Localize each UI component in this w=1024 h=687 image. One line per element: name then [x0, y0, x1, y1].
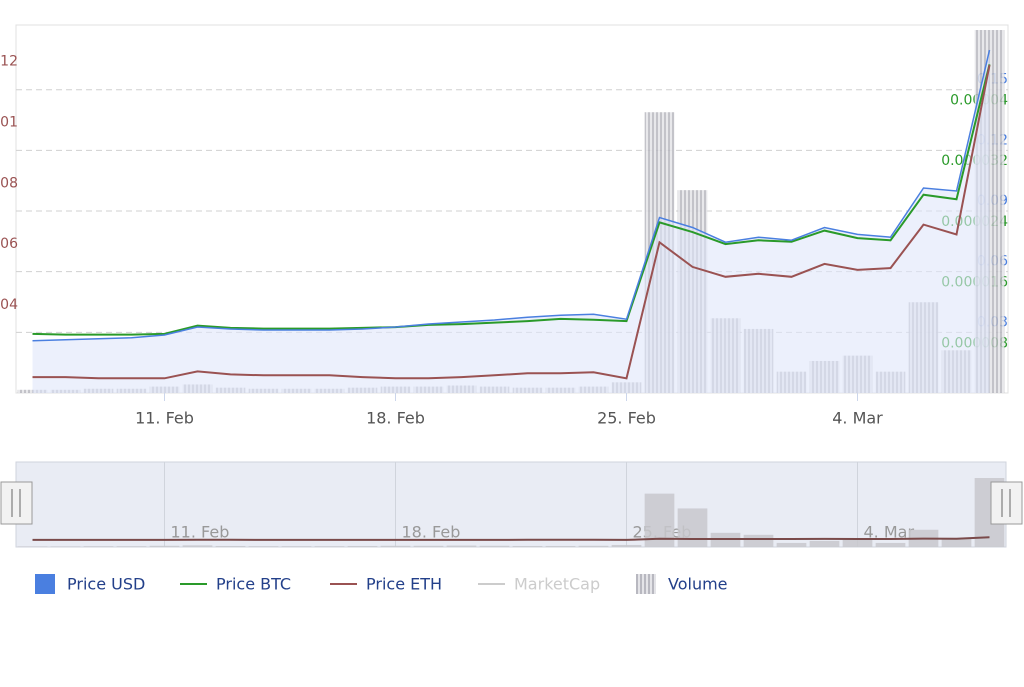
volume-bar: [743, 534, 774, 547]
legend-item[interactable]: MarketCap: [478, 575, 600, 594]
navigator-handle[interactable]: [990, 481, 1023, 525]
volume-bar: [578, 545, 609, 547]
x-tick-label: 11. Feb: [135, 409, 194, 428]
x-tick-label: 18. Feb: [366, 409, 425, 428]
navigator-label: 11. Feb: [171, 523, 230, 542]
legend-label: Price BTC: [216, 575, 291, 594]
y3-tick-label: 06: [0, 236, 18, 252]
legend-label: MarketCap: [514, 575, 600, 594]
volume-bar: [380, 545, 411, 547]
navigator-label: 4. Mar: [864, 523, 915, 542]
volume-bar: [809, 540, 840, 547]
y3-tick-label: 08: [0, 175, 18, 191]
volume-bar: [50, 546, 81, 547]
legend-item[interactable]: Price ETH: [330, 575, 442, 594]
volume-bar: [611, 544, 642, 547]
volume-bar: [545, 545, 576, 547]
volume-bar: [479, 545, 510, 547]
volume-bar: [215, 545, 246, 547]
price-line: [32, 64, 991, 380]
legend-symbol: [35, 574, 55, 594]
y3-tick-label: 12: [0, 54, 18, 70]
volume-bar: [314, 546, 345, 547]
volume-bar: [347, 545, 378, 547]
volume-bar: [446, 545, 477, 547]
volume-bar: [248, 546, 279, 547]
volume-bar: [17, 546, 48, 547]
volume-bar: [281, 546, 312, 547]
volume-bar: [842, 539, 873, 547]
volume-bar: [512, 545, 543, 547]
y3-tick-label: 04: [0, 297, 18, 313]
navigator-label: 18. Feb: [402, 523, 461, 542]
volume-bar: [677, 508, 708, 547]
y3-tick-label: 01: [0, 114, 18, 130]
volume-bar: [116, 546, 147, 547]
volume-bar: [83, 546, 114, 547]
price-line: [32, 64, 991, 336]
legend-item[interactable]: Volume: [636, 574, 728, 594]
x-tick-label: 4. Mar: [832, 409, 883, 428]
legend-item[interactable]: Price USD: [35, 574, 145, 594]
price-line: [32, 49, 991, 342]
navigator-line: [32, 536, 990, 541]
x-tick-label: 25. Feb: [597, 409, 656, 428]
legend-item[interactable]: Price BTC: [180, 575, 291, 594]
volume-bar: [776, 542, 807, 547]
volume-bar: [941, 538, 972, 547]
price-area: [32, 50, 990, 393]
legend-label: Volume: [668, 575, 728, 594]
volume-bar: [182, 545, 213, 547]
legend-label: Price USD: [67, 575, 145, 594]
volume-bar: [413, 545, 444, 547]
volume-bar: [875, 542, 906, 547]
navigator[interactable]: [15, 461, 1007, 548]
legend-label: Price ETH: [366, 575, 442, 594]
volume-bar: [149, 545, 180, 547]
navigator-handle[interactable]: [0, 481, 33, 525]
legend-symbol: [636, 574, 656, 594]
